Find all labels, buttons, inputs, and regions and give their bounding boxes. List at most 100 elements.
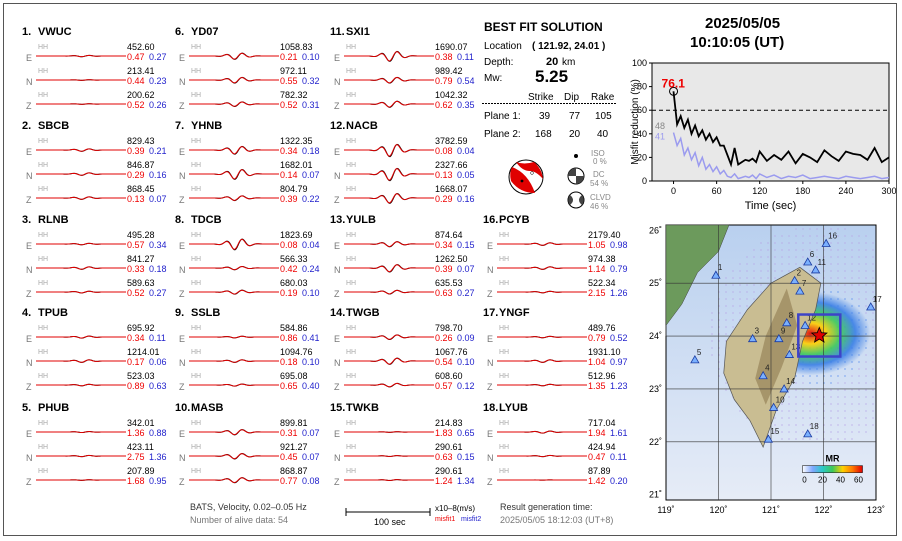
station-name: YD07 <box>191 26 219 38</box>
component-row: HH N 423.11 2.75 1.36 <box>22 442 172 471</box>
channel-label: HH <box>38 162 49 169</box>
component-label: N <box>26 171 33 181</box>
component-label: E <box>179 241 186 251</box>
station-name: YULB <box>346 214 376 226</box>
station-title: 17.YNGF <box>483 307 530 319</box>
component-row: HH N 972.11 0.55 0.32 <box>175 66 325 95</box>
grid-dot <box>830 284 832 286</box>
grid-dot <box>837 235 839 237</box>
grid-dot <box>858 249 860 251</box>
grid-dot <box>816 228 818 230</box>
misfit1-value: 0.45 <box>280 452 298 462</box>
grid-dot <box>837 291 839 293</box>
channel-label: HH <box>346 349 357 356</box>
location-label: Location <box>484 41 522 52</box>
component-row: HH Z 1668.07 0.29 0.16 <box>330 184 480 213</box>
peak-amplitude: 798.70 <box>435 323 463 333</box>
grid-dot <box>830 410 832 412</box>
synthetic-trace <box>497 242 587 246</box>
misfit2-value: 0.16 <box>457 194 475 204</box>
component-label: Z <box>26 289 32 299</box>
component-label: N <box>487 358 494 368</box>
grid-dot <box>844 403 846 405</box>
plane1-strike: 39 <box>539 111 551 122</box>
station-triangle-icon <box>789 275 800 284</box>
grid-dot <box>851 368 853 370</box>
grid-dot <box>760 242 762 244</box>
grid-dot <box>732 270 734 272</box>
synthetic-trace <box>344 334 434 340</box>
station-map-label: 8 <box>789 311 794 320</box>
peak-amplitude: 566.33 <box>280 254 308 264</box>
station-panel: 16.PCYB HH E 2179.40 1.05 0.98 HH N 974.38 1.14 0.… <box>483 214 633 309</box>
grid-dot <box>788 396 790 398</box>
synthetic-trace <box>189 477 279 484</box>
depth-value: 20 <box>546 56 559 68</box>
grid-dot <box>767 284 769 286</box>
component-row: HH Z 523.03 0.89 0.63 <box>22 371 172 400</box>
component-label: N <box>179 171 186 181</box>
grid-dot <box>816 424 818 426</box>
grid-dot <box>837 375 839 377</box>
channel-label: HH <box>499 256 510 263</box>
x-tick-label: 300 <box>881 186 896 196</box>
time-scale-label: 100 sec <box>374 517 406 527</box>
station-name: PCYB <box>499 214 530 226</box>
station-triangle-icon <box>866 302 876 311</box>
lat-tick-label: 22˚ <box>649 437 662 447</box>
grid-dot <box>858 305 860 307</box>
peak-amplitude: 874.64 <box>435 230 463 240</box>
x-tick-label: 180 <box>795 186 810 196</box>
misfit2-value: 0.32 <box>302 76 320 86</box>
station-title: 8. TDCB <box>175 214 222 226</box>
grid-dot <box>872 347 874 349</box>
component-label: N <box>334 171 341 181</box>
misfit1-value: 1.94 <box>588 428 606 438</box>
waveform-trace <box>36 172 126 176</box>
station-triangle-icon <box>784 349 795 358</box>
misfit1-value: 0.52 <box>127 288 145 298</box>
search-region-box <box>797 313 842 358</box>
grid-dot <box>809 410 811 412</box>
synthetic-trace <box>189 266 279 271</box>
grid-dot <box>837 431 839 433</box>
waveform-trace <box>189 429 279 436</box>
peak-amplitude: 290.61 <box>435 466 463 476</box>
depth-label: Depth: <box>484 57 514 68</box>
grid-dot <box>816 438 818 440</box>
grid-dot <box>865 417 867 419</box>
waveform-trace <box>189 52 279 60</box>
waveform-trace <box>189 76 279 84</box>
grid-dot <box>732 305 734 307</box>
misfit1-value: 0.29 <box>127 170 145 180</box>
waveform-trace <box>344 143 434 158</box>
station-index: 9. <box>175 307 185 319</box>
station-triangle-icon <box>763 434 774 443</box>
grid-dot <box>795 263 797 265</box>
station-name: YHNB <box>191 120 223 132</box>
clvd-label: CLVD <box>590 193 611 202</box>
grid-dot <box>774 256 776 258</box>
grid-dot <box>781 417 783 419</box>
grid-dot <box>781 424 783 426</box>
misfit2-value: 0.09 <box>457 333 475 343</box>
component-row: HH Z 512.96 1.35 1.23 <box>483 371 633 400</box>
peak-amplitude: 200.62 <box>127 90 155 100</box>
grid-dot <box>872 291 874 293</box>
station-triangle-icon <box>821 238 831 247</box>
grid-dot <box>816 396 818 398</box>
waveform-trace <box>36 148 126 152</box>
synthetic-trace <box>36 479 126 481</box>
station-index: 1. <box>22 26 32 38</box>
waveform-trace <box>189 453 279 460</box>
channel-label: HH <box>38 420 49 427</box>
grid-dot <box>816 389 818 391</box>
channel-label: HH <box>346 373 357 380</box>
synthetic-trace <box>36 103 126 105</box>
station-index: 8. <box>175 214 185 226</box>
misfit1-value: 0.54 <box>435 357 453 367</box>
misfit1-value: 2.75 <box>127 452 145 462</box>
misfit1-value: 1.35 <box>588 381 606 391</box>
lat-tick-label: 21˚ <box>649 490 662 500</box>
